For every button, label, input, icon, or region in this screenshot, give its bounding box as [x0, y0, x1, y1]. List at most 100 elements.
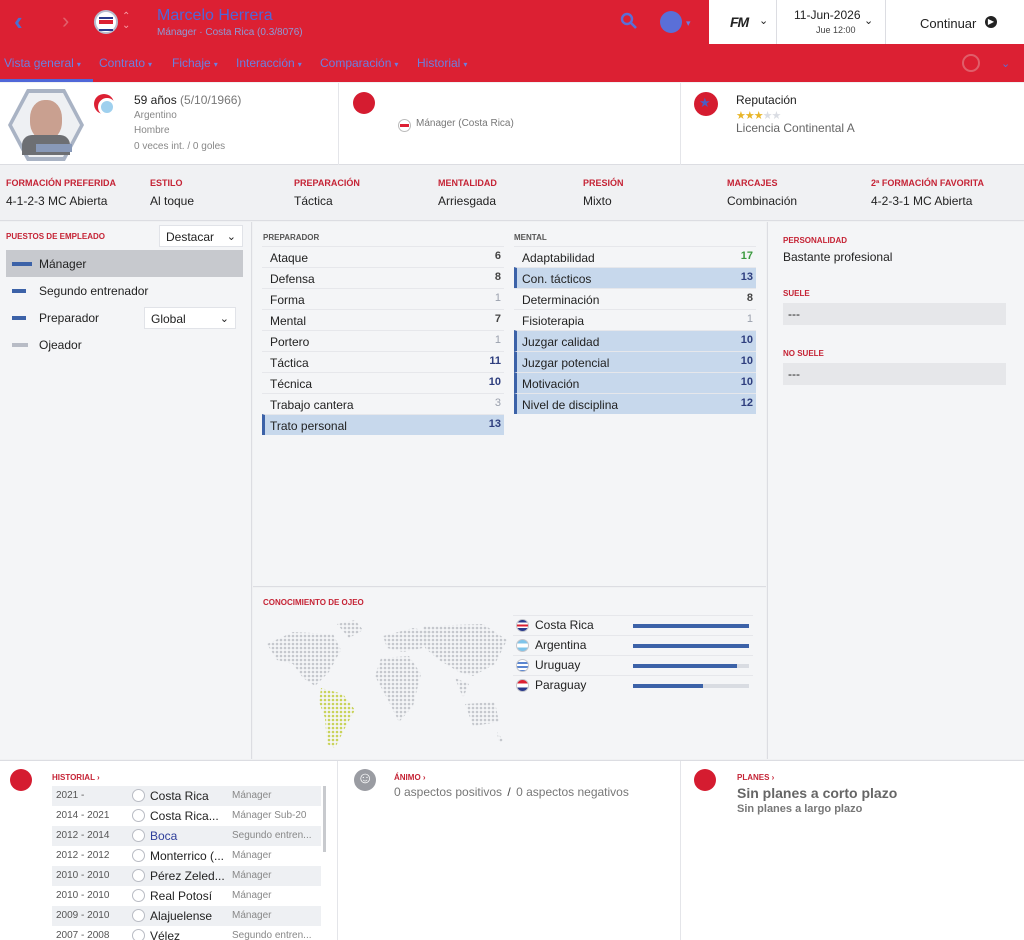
- attribute-row[interactable]: Mental 7: [262, 309, 504, 330]
- history-header-label: Historial: [52, 773, 95, 782]
- attribute-name: Forma: [270, 293, 305, 307]
- back-icon[interactable]: ‹: [14, 6, 23, 36]
- search-icon[interactable]: [620, 12, 638, 30]
- attribute-row[interactable]: Forma 1: [262, 288, 504, 309]
- coach-type-select[interactable]: Global ⌄: [144, 307, 236, 329]
- tactic-style: Estilo Al toque: [150, 178, 194, 208]
- mental-attributes-header: Mental: [514, 233, 547, 242]
- attribute-row[interactable]: Trato personal 13: [262, 414, 504, 435]
- history-row[interactable]: 2014 - 2021 Costa Rica... Mánager Sub-20: [52, 806, 321, 826]
- attribute-value: 17: [740, 250, 753, 262]
- options-icon[interactable]: [962, 54, 980, 72]
- attribute-row[interactable]: Fisioterapia 1: [514, 309, 756, 330]
- history-row[interactable]: 2010 - 2010 Real Potosí Mánager: [52, 886, 321, 906]
- history-club[interactable]: Alajuelense: [150, 909, 213, 923]
- never-header: No suele: [783, 349, 824, 358]
- attribute-value: 11: [489, 355, 501, 367]
- attribute-name: Fisioterapia: [522, 314, 585, 328]
- tactic-training: Preparación Táctica: [294, 178, 360, 208]
- chevron-down-icon[interactable]: ▾: [686, 18, 691, 28]
- history-row[interactable]: 2012 - 2012 Monterrico (... Mánager: [52, 846, 321, 866]
- attribute-row[interactable]: Motivación 10: [514, 372, 756, 393]
- history-club[interactable]: Real Potosí: [150, 889, 213, 903]
- role-coach[interactable]: Preparador: [6, 304, 243, 331]
- attribute-value: 12: [740, 397, 753, 409]
- attribute-row[interactable]: Trabajo cantera 3: [262, 393, 504, 414]
- club-badge-icon[interactable]: [94, 10, 118, 34]
- tactic-second-formation: 2ª formación favorita 4-2-3-1 MC Abierta: [871, 178, 984, 208]
- attribute-row[interactable]: Adaptabilidad 17: [514, 246, 756, 267]
- history-row[interactable]: 2012 - 2014 Boca Segundo entren...: [52, 826, 321, 846]
- attribute-row[interactable]: Juzgar calidad 10: [514, 330, 756, 351]
- attribute-row[interactable]: Juzgar potencial 10: [514, 351, 756, 372]
- history-row[interactable]: 2010 - 2010 Pérez Zeled... Mánager: [52, 866, 321, 886]
- role-scout[interactable]: Ojeador: [6, 331, 243, 358]
- knowledge-row[interactable]: Costa Rica: [513, 615, 753, 633]
- date-of-birth: (5/10/1966): [180, 93, 242, 107]
- history-club[interactable]: Vélez: [150, 929, 181, 940]
- fm-menu-button[interactable]: FM ⌄: [709, 0, 777, 44]
- history-years: 2007 - 2008: [56, 930, 110, 940]
- attribute-row[interactable]: Con. tácticos 13: [514, 267, 756, 288]
- date-button[interactable]: 11-Jun-2026 Jue 12:00 ⌄: [778, 0, 886, 44]
- role-manager[interactable]: Mánager: [6, 250, 243, 277]
- tab-overview[interactable]: Vista general ▾: [4, 56, 81, 70]
- attribute-row[interactable]: Táctica 11: [262, 351, 504, 372]
- history-years: 2010 - 2010: [56, 890, 110, 901]
- attribute-name: Trabajo cantera: [270, 398, 354, 412]
- club-badge-icon: [132, 789, 145, 802]
- history-header[interactable]: Historial ›: [52, 773, 100, 782]
- tactic-label: 2ª formación favorita: [871, 178, 984, 188]
- attribute-row[interactable]: Ataque 6: [262, 246, 504, 267]
- history-club[interactable]: Monterrico (...: [150, 849, 225, 863]
- attribute-row[interactable]: Nivel de disciplina 12: [514, 393, 756, 414]
- plans-header[interactable]: Planes ›: [737, 773, 775, 782]
- attribute-row[interactable]: Portero 1: [262, 330, 504, 351]
- tab-label: Interacción: [236, 56, 295, 70]
- attribute-value: 10: [740, 376, 753, 388]
- history-row[interactable]: 2021 - Costa Rica Mánager: [52, 786, 321, 806]
- attribute-row[interactable]: Técnica 10: [262, 372, 504, 393]
- attribute-row[interactable]: Defensa 8: [262, 267, 504, 288]
- tab-comparison[interactable]: Comparación ▾: [320, 56, 398, 70]
- chevron-down-icon: ⌄: [864, 15, 874, 27]
- globe-icon[interactable]: [660, 11, 682, 33]
- history-row[interactable]: 2009 - 2010 Alajuelense Mánager: [52, 906, 321, 926]
- chevron-down-icon[interactable]: ⌄: [1001, 58, 1011, 70]
- history-row[interactable]: 2007 - 2008 Vélez Segundo entren...: [52, 926, 321, 940]
- attribute-row[interactable]: Determinación 8: [514, 288, 756, 309]
- tab-interaction[interactable]: Interacción ▾: [236, 56, 302, 70]
- select-value: Destacar: [166, 230, 215, 244]
- avatar-face: [30, 100, 62, 140]
- attribute-value: 13: [488, 418, 501, 430]
- knowledge-row[interactable]: Argentina: [513, 635, 753, 653]
- tab-contract[interactable]: Contrato ▾: [99, 56, 152, 70]
- tab-transfer[interactable]: Fichaje ▾: [172, 56, 218, 70]
- history-club[interactable]: Costa Rica: [150, 789, 209, 803]
- short-term-plans: Sin planes a corto plazo: [737, 785, 898, 801]
- club-color-icon: [353, 92, 375, 114]
- select-value: Global: [151, 312, 186, 326]
- history-club[interactable]: Boca: [150, 829, 178, 843]
- mood-header[interactable]: Ánimo ›: [394, 773, 426, 782]
- attribute-value: 7: [494, 313, 501, 325]
- tab-label: Fichaje: [172, 56, 211, 70]
- chevron-up-down-icon[interactable]: ⌃ ⌄: [122, 11, 131, 31]
- knowledge-row[interactable]: Uruguay: [513, 655, 753, 673]
- highlight-select[interactable]: Destacar ⌄: [159, 225, 243, 247]
- current-role[interactable]: Mánager (Costa Rica): [416, 118, 514, 129]
- history-scrollbar[interactable]: [323, 786, 326, 852]
- knowledge-row[interactable]: Paraguay: [513, 675, 753, 693]
- role-rating-bar: [12, 289, 26, 293]
- tab-history[interactable]: Historial ▾: [417, 56, 467, 70]
- tactic-pressing: Presión Mixto: [583, 178, 624, 208]
- attribute-name: Nivel de disciplina: [522, 398, 619, 412]
- forward-icon[interactable]: ›: [62, 8, 70, 33]
- continue-button[interactable]: Continuar ▶: [887, 0, 1024, 44]
- role-assistant-manager[interactable]: Segundo entrenador: [6, 277, 243, 304]
- star-icon: ★: [771, 110, 782, 122]
- history-club[interactable]: Pérez Zeled...: [150, 869, 225, 883]
- history-club[interactable]: Costa Rica...: [150, 809, 219, 823]
- history-role: Mánager Sub-20: [232, 810, 307, 821]
- mood-header-label: Ánimo: [394, 773, 421, 782]
